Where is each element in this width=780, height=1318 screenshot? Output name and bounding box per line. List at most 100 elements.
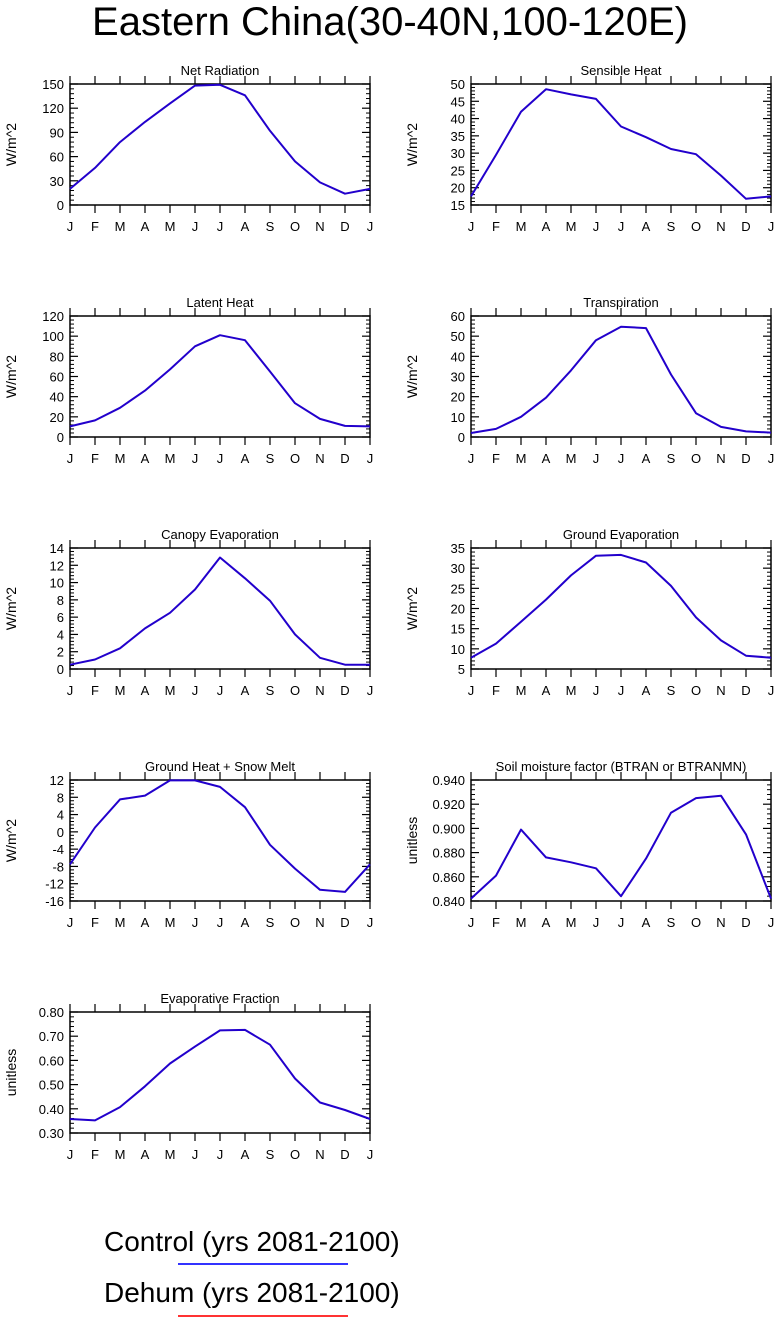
x-tick-label: N [716,451,725,466]
y-tick-label: 15 [451,622,465,637]
x-tick-label: N [716,683,725,698]
y-tick-label: 10 [451,642,465,657]
x-tick-label: D [340,683,349,698]
y-tick-label: 35 [451,541,465,556]
chart-evaporative-fraction: Evaporative Fraction unitless 0.30 0.40 0.50… [3,991,373,1162]
x-tick-label: J [768,683,775,698]
x-tick-label: A [642,683,651,698]
series-line [470,553,772,659]
x-tick-label: M [115,915,126,930]
x-tick-label: F [492,219,500,234]
x-tick-label: O [290,915,300,930]
x-tick-label: M [516,683,527,698]
chart-title: Canopy Evaporation [161,527,279,542]
x-tick-label: A [642,915,651,930]
y-tick-label: 0.50 [39,1078,64,1093]
y-tick-label: 40 [50,390,64,405]
chart-title: Transpiration [583,295,658,310]
y-tick-label: 30 [451,370,465,385]
legend-line-dehum [178,1315,348,1317]
y-tick-label: 0.70 [39,1029,64,1044]
x-tick-label: J [67,1147,74,1162]
x-tick-label: J [768,219,775,234]
x-tick-label: O [290,451,300,466]
y-tick-label: 5 [458,662,465,677]
y-axis-label: unitless [404,817,420,864]
y-tick-label: 14 [50,541,64,556]
y-tick-label: 12 [50,558,64,573]
plot-frame [470,547,772,670]
y-tick-label: 25 [451,581,465,596]
y-tick-label: 10 [50,576,64,591]
x-tick-label: F [91,683,99,698]
x-tick-label: D [741,219,750,234]
x-tick-label: A [542,219,551,234]
x-tick-label: O [691,219,701,234]
page-title: Eastern China(30-40N,100-120E) [92,0,688,44]
x-tick-label: M [115,451,126,466]
chart-title: Latent Heat [186,295,254,310]
x-tick-label: A [241,683,250,698]
x-tick-label: J [367,683,374,698]
y-axis-label: W/m^2 [3,123,19,166]
x-tick-label: J [217,219,224,234]
x-tick-label: J [67,915,74,930]
x-tick-label: A [542,915,551,930]
y-tick-label: 0.80 [39,1005,64,1020]
y-tick-label: -16 [45,894,64,909]
x-tick-label: M [165,451,176,466]
y-tick-label: 80 [50,349,64,364]
plot-frame [69,779,371,902]
y-tick-label: 45 [451,94,465,109]
x-tick-label: J [618,219,625,234]
x-tick-label: J [192,1147,199,1162]
x-tick-label: J [468,683,475,698]
y-tick-label: 0 [458,430,465,445]
x-tick-label: N [315,683,324,698]
x-tick-label: M [516,219,527,234]
x-tick-label: J [768,915,775,930]
series-line [69,334,371,428]
x-tick-label: M [165,1147,176,1162]
chart-soil-moisture-factor-btran-or-btranmn: Soil moisture factor (BTRAN or BTRANMN) u… [404,759,774,930]
y-tick-label: 30 [50,174,64,189]
y-tick-label: 0.840 [432,894,465,909]
y-axis-label: W/m^2 [404,587,420,630]
x-tick-label: J [217,683,224,698]
x-tick-label: F [91,451,99,466]
plot-grid: Net Radiation W/m^2 0 30 60 90 120 150 J F M A M J J A S… [3,63,774,1162]
x-tick-label: M [115,219,126,234]
chart-ground-heat-snow-melt: Ground Heat + Snow Melt W/m^2 -16 -12 -8 -4 0 4… [3,759,373,930]
x-tick-label: J [593,451,600,466]
x-tick-label: M [566,451,577,466]
x-tick-label: S [667,683,676,698]
y-tick-label: 50 [451,77,465,92]
y-tick-label: 25 [451,163,465,178]
x-tick-label: A [141,1147,150,1162]
series-line [470,325,772,434]
y-tick-label: 0.30 [39,1126,64,1141]
x-tick-label: J [217,1147,224,1162]
y-tick-label: 0.40 [39,1102,64,1117]
x-tick-label: M [566,915,577,930]
y-tick-label: 0 [57,825,64,840]
y-axis-label: W/m^2 [404,355,420,398]
x-tick-label: D [741,451,750,466]
y-tick-label: 30 [451,146,465,161]
chart-title: Ground Heat + Snow Melt [145,759,295,774]
x-tick-label: N [315,1147,324,1162]
y-axis-label: W/m^2 [3,587,19,630]
x-tick-label: J [593,683,600,698]
y-tick-label: 50 [451,329,465,344]
series-line [470,88,772,200]
x-tick-label: J [67,451,74,466]
x-tick-label: O [290,683,300,698]
y-tick-label: 2 [57,645,64,660]
y-tick-label: 0.880 [432,846,465,861]
x-tick-label: S [266,683,275,698]
plot-frame [69,315,371,438]
chart-title: Net Radiation [181,63,260,78]
y-tick-label: 0.920 [432,797,465,812]
